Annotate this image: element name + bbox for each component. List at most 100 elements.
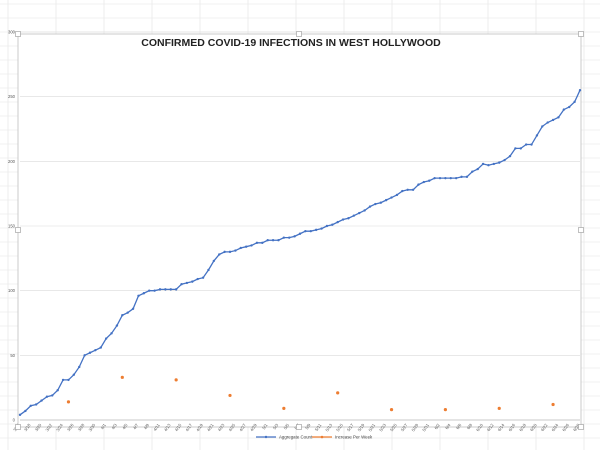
x-tick-label: 6/22 <box>540 422 549 432</box>
aggregate-count-point <box>341 218 345 221</box>
aggregate-count-point <box>411 188 415 191</box>
x-tick-label: 4/21 <box>206 422 215 432</box>
aggregate-count-point <box>390 196 393 199</box>
x-tick-label: 4/13 <box>163 422 172 432</box>
increase-per-week-point <box>389 408 394 412</box>
aggregate-count-point <box>99 346 102 349</box>
increase-per-week-point <box>174 378 178 382</box>
aggregate-count-point <box>266 239 269 242</box>
resize-handle[interactable] <box>578 31 584 37</box>
aggregate-count-point <box>34 403 38 406</box>
aggregate-count-point <box>61 378 65 382</box>
x-tick-label: 6/14 <box>497 422 506 432</box>
x-tick-label: 3/22 <box>44 422 53 432</box>
selection-handles[interactable] <box>15 31 584 430</box>
aggregate-count-point <box>271 239 275 242</box>
y-tick-label: 300 <box>8 30 16 35</box>
aggregate-count-point <box>471 170 474 173</box>
aggregate-count-point <box>277 239 280 242</box>
aggregate-count-point <box>336 220 339 224</box>
series-increase-per-week <box>66 375 555 412</box>
increase-per-week-point <box>228 393 232 398</box>
aggregate-count-point <box>562 108 566 111</box>
aggregate-count-point <box>406 188 409 191</box>
aggregate-count-point <box>428 179 431 182</box>
aggregate-count-point <box>244 245 248 248</box>
aggregate-count-point <box>465 175 469 179</box>
aggregate-count-point <box>196 277 199 281</box>
x-tick-label: 3/18 <box>23 422 32 432</box>
legend-weekly-label: Increase Per Week <box>335 435 373 440</box>
aggregate-count-point <box>298 232 302 235</box>
aggregate-count-point <box>508 154 512 158</box>
resize-handle[interactable] <box>296 31 302 37</box>
aggregate-count-point <box>94 348 97 352</box>
chart-area[interactable] <box>17 33 582 428</box>
aggregate-count-point <box>104 337 108 340</box>
x-tick-label: 3/30 <box>87 422 96 432</box>
aggregate-count-point <box>207 268 210 272</box>
aggregate-count-point <box>476 167 479 171</box>
y-tick-label: 250 <box>8 94 16 99</box>
increase-per-week-point <box>66 400 71 404</box>
aggregate-count-point <box>309 229 312 233</box>
x-tick-label: 6/10 <box>475 422 484 432</box>
aggregate-count-point <box>201 276 205 279</box>
x-tick-label: 6/20 <box>529 422 538 432</box>
aggregate-count-point <box>384 198 388 202</box>
aggregate-count-point <box>239 246 242 250</box>
x-tick-label: 6/18 <box>518 422 527 432</box>
increase-per-week-point <box>443 408 447 412</box>
x-tick-label: 6/24 <box>551 422 560 432</box>
x-tick-label: 4/27 <box>238 422 247 432</box>
aggregate-count-point <box>331 223 334 226</box>
aggregate-count-point <box>481 162 485 166</box>
aggregate-count-point <box>24 409 27 413</box>
x-tick-label: 5/19 <box>357 422 366 432</box>
aggregate-count-point <box>379 201 382 204</box>
aggregate-count-point <box>153 289 156 292</box>
aggregate-count-point <box>83 354 86 357</box>
resize-handle[interactable] <box>578 227 584 233</box>
resize-handle[interactable] <box>15 31 21 37</box>
aggregate-count-point <box>121 314 124 317</box>
aggregate-count-point <box>288 236 291 239</box>
aggregate-count-point <box>67 378 70 382</box>
aggregate-count-point <box>454 176 458 180</box>
increase-per-week-point <box>551 402 555 407</box>
aggregate-count-point <box>320 227 323 230</box>
x-tick-label: 5/1 <box>261 422 269 430</box>
aggregate-count-point <box>218 253 221 256</box>
resize-handle[interactable] <box>15 227 21 233</box>
y-axis: 0 50 100 150 200 250 300 <box>8 30 16 423</box>
aggregate-count-point <box>352 214 356 217</box>
aggregate-count-point <box>503 158 506 162</box>
x-tick-label: 5/17 <box>346 422 355 432</box>
x-tick-label: 6/28 <box>572 422 581 432</box>
x-tick-label: 5/27 <box>400 422 409 432</box>
x-axis: 3/163/183/203/223/243/263/283/304/14/34/… <box>12 422 581 432</box>
aggregate-count-point <box>174 288 178 291</box>
aggregate-count-point <box>250 244 253 247</box>
aggregate-count-point <box>40 399 43 402</box>
aggregate-count-point <box>131 307 135 310</box>
resize-handle[interactable] <box>15 424 21 430</box>
aggregate-count-point <box>417 183 420 186</box>
resize-handle[interactable] <box>296 424 302 430</box>
aggregate-count-point <box>524 143 528 146</box>
resize-handle[interactable] <box>578 424 584 430</box>
aggregate-count-point <box>282 236 286 239</box>
aggregate-count-point <box>137 294 140 298</box>
aggregate-count-point <box>234 249 237 252</box>
x-tick-label: 4/19 <box>195 422 204 432</box>
aggregate-count-point <box>546 121 549 124</box>
x-tick-label: 5/29 <box>411 422 420 432</box>
aggregate-count-point <box>29 404 32 407</box>
aggregate-count-point <box>212 259 216 263</box>
aggregate-count-point <box>444 176 447 180</box>
aggregate-count-point <box>449 176 452 180</box>
aggregate-count-point <box>535 134 539 137</box>
x-tick-label: 4/7 <box>132 422 140 430</box>
aggregate-count-point <box>185 281 189 285</box>
